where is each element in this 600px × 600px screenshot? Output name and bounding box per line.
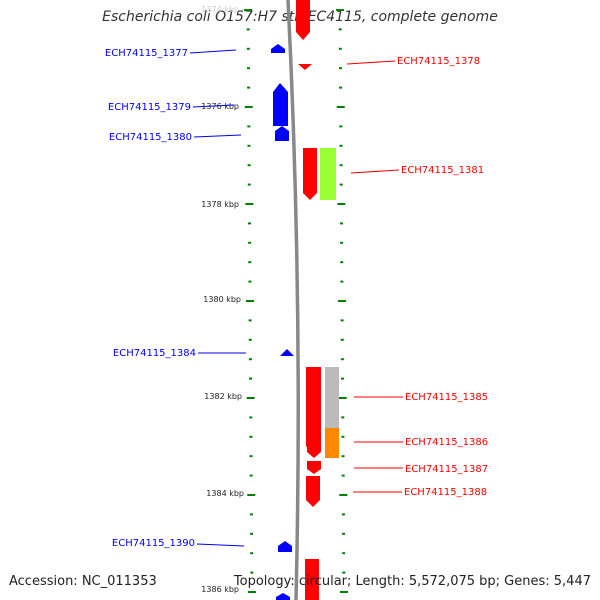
tick-marks-right (336, 9, 348, 593)
scale-label-1382: 1382 kbp (204, 392, 242, 401)
gene-label-1386[interactable]: ECH74115_1386 (405, 437, 488, 448)
gene-label-1387[interactable]: ECH74115_1387 (405, 464, 488, 475)
gene-arrow-1391[interactable] (276, 593, 290, 600)
gene-arrow-1381b[interactable] (320, 148, 336, 200)
scale-label-1386: 1386 kbp (201, 585, 239, 594)
genome-backbone (286, 0, 300, 600)
gene-arrow-1377[interactable] (271, 44, 285, 53)
gene-label-1381[interactable]: ECH74115_1381 (401, 165, 484, 176)
gene-arrow-1376[interactable] (296, 0, 310, 40)
gene-arrow-1389[interactable] (305, 559, 319, 600)
gene-arrow-1380[interactable] (275, 126, 289, 141)
gene-label-1377[interactable]: ECH74115_1377 (105, 48, 188, 59)
gene-label-1379[interactable]: ECH74115_1379 (108, 102, 191, 113)
left-gene-labels: ECH74115_1377 ECH74115_1379 ECH74115_138… (105, 48, 196, 549)
gene-label-1390[interactable]: ECH74115_1390 (112, 538, 195, 549)
scale-label-1384: 1384 kbp (206, 489, 244, 498)
scale-labels: 1374 kbp 1376 kbp 1378 kbp 1380 kbp 1382… (201, 5, 244, 594)
gene-arrow-1384[interactable] (280, 349, 294, 356)
gene-block-1385b[interactable] (325, 367, 339, 428)
gene-arrow-1387[interactable] (307, 461, 321, 474)
gene-arrow-1386[interactable] (307, 426, 321, 458)
gene-arrow-1378[interactable] (298, 64, 312, 70)
scale-label-1376: 1376 kbp (201, 102, 239, 111)
right-label-connectors (346, 60, 403, 493)
gene-arrow-1390[interactable] (278, 541, 292, 552)
gene-label-1378[interactable]: ECH74115_1378 (397, 56, 480, 67)
gene-arrow-1379[interactable] (273, 83, 288, 126)
left-label-connectors (189, 49, 246, 547)
gene-label-1388[interactable]: ECH74115_1388 (404, 487, 487, 498)
genome-summary: Topology: circular; Length: 5,572,075 bp… (233, 574, 591, 589)
gene-label-1384[interactable]: ECH74115_1384 (113, 348, 196, 359)
gene-block-1386[interactable] (325, 428, 339, 458)
scale-label-1374: 1374 kbp (201, 5, 239, 14)
tick-marks-left (244, 9, 256, 593)
gene-arrow-1388[interactable] (306, 476, 320, 507)
accession-text: Accession: NC_011353 (9, 574, 157, 589)
forward-strand-genes (296, 0, 339, 600)
gene-label-1380[interactable]: ECH74115_1380 (109, 132, 192, 143)
scale-label-1378: 1378 kbp (201, 200, 239, 209)
scale-label-1380: 1380 kbp (203, 295, 241, 304)
gene-arrow-1381[interactable] (303, 148, 317, 200)
gene-label-1385[interactable]: ECH74115_1385 (405, 392, 488, 403)
reverse-strand-genes (271, 44, 294, 600)
right-gene-labels: ECH74115_1378 ECH74115_1381 ECH74115_138… (397, 56, 488, 498)
